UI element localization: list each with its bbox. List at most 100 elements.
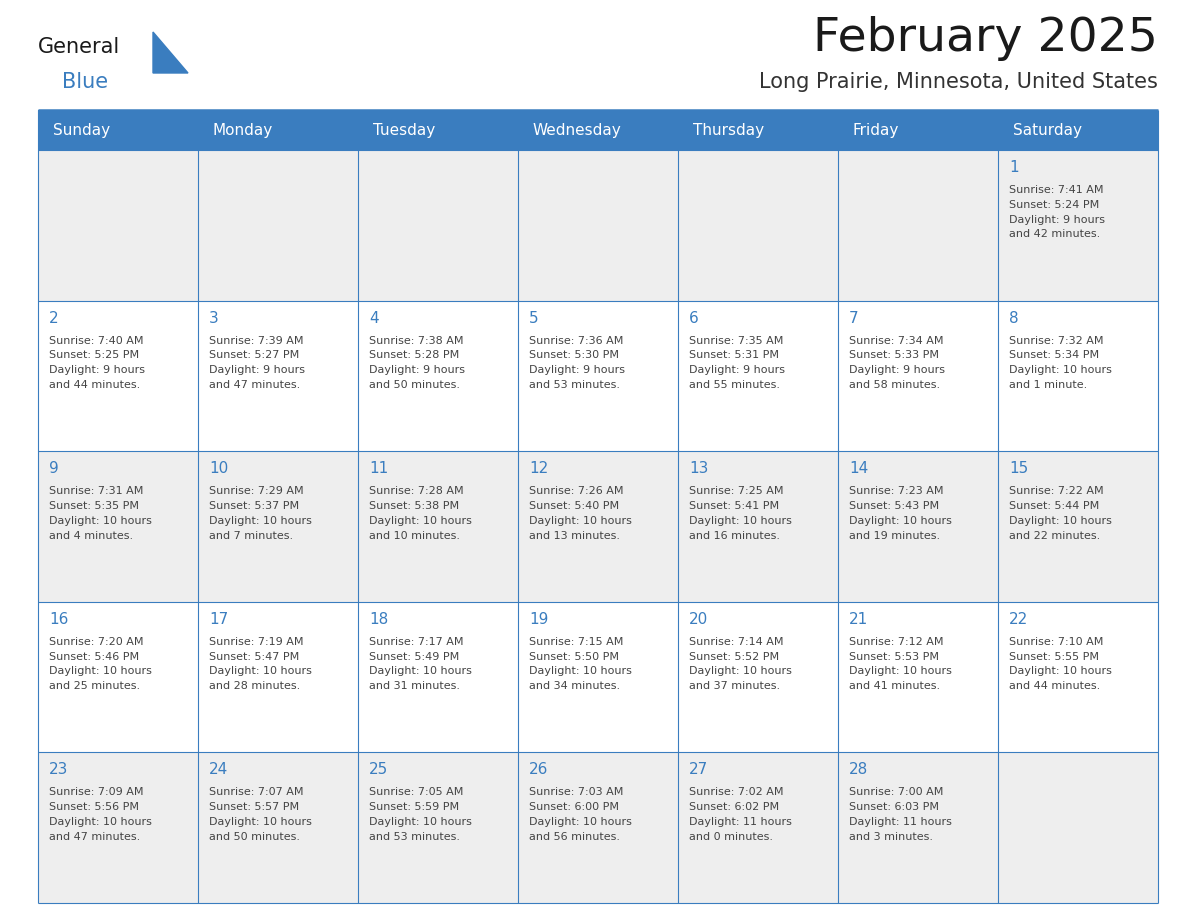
- Bar: [198, 110, 358, 150]
- Text: Saturday: Saturday: [1013, 122, 1082, 138]
- Text: Sunset: 5:24 PM: Sunset: 5:24 PM: [1009, 200, 1099, 210]
- Text: Daylight: 10 hours: Daylight: 10 hours: [49, 817, 152, 827]
- Bar: [838, 150, 998, 300]
- Text: Sunrise: 7:40 AM: Sunrise: 7:40 AM: [49, 336, 144, 345]
- Text: Daylight: 10 hours: Daylight: 10 hours: [369, 516, 472, 526]
- Bar: [198, 150, 358, 300]
- Text: Sunset: 5:40 PM: Sunset: 5:40 PM: [529, 501, 619, 511]
- Text: Sunset: 5:59 PM: Sunset: 5:59 PM: [369, 802, 459, 812]
- Text: and 31 minutes.: and 31 minutes.: [369, 681, 460, 691]
- Text: 12: 12: [529, 461, 548, 476]
- Text: Sunrise: 7:14 AM: Sunrise: 7:14 AM: [689, 637, 784, 647]
- Text: Sunrise: 7:41 AM: Sunrise: 7:41 AM: [1009, 185, 1104, 195]
- Text: Daylight: 10 hours: Daylight: 10 hours: [1009, 516, 1112, 526]
- Text: Daylight: 9 hours: Daylight: 9 hours: [689, 365, 785, 375]
- Bar: [518, 110, 678, 150]
- Text: Sunrise: 7:25 AM: Sunrise: 7:25 AM: [689, 487, 784, 497]
- Text: Sunset: 6:03 PM: Sunset: 6:03 PM: [849, 802, 939, 812]
- Text: 2: 2: [49, 310, 58, 326]
- Bar: [358, 300, 518, 452]
- Text: 26: 26: [529, 763, 549, 778]
- Text: 3: 3: [209, 310, 219, 326]
- Text: 13: 13: [689, 461, 708, 476]
- Text: Daylight: 10 hours: Daylight: 10 hours: [209, 817, 312, 827]
- Bar: [358, 452, 518, 602]
- Text: Sunrise: 7:20 AM: Sunrise: 7:20 AM: [49, 637, 144, 647]
- Text: 4: 4: [369, 310, 379, 326]
- Text: 1: 1: [1009, 160, 1018, 175]
- Text: Wednesday: Wednesday: [533, 122, 621, 138]
- Text: 5: 5: [529, 310, 538, 326]
- Text: Sunset: 5:52 PM: Sunset: 5:52 PM: [689, 652, 779, 662]
- Text: 9: 9: [49, 461, 58, 476]
- Text: Sunset: 5:50 PM: Sunset: 5:50 PM: [529, 652, 619, 662]
- Text: Daylight: 10 hours: Daylight: 10 hours: [529, 666, 632, 677]
- Text: Daylight: 10 hours: Daylight: 10 hours: [849, 666, 952, 677]
- Text: Sunrise: 7:15 AM: Sunrise: 7:15 AM: [529, 637, 624, 647]
- Bar: [998, 602, 1158, 753]
- Text: 24: 24: [209, 763, 228, 778]
- Text: Daylight: 10 hours: Daylight: 10 hours: [1009, 666, 1112, 677]
- Polygon shape: [153, 32, 188, 73]
- Text: Sunrise: 7:39 AM: Sunrise: 7:39 AM: [209, 336, 303, 345]
- Bar: [38, 150, 198, 300]
- Text: Sunrise: 7:09 AM: Sunrise: 7:09 AM: [49, 788, 144, 798]
- Bar: [38, 452, 198, 602]
- Text: and 4 minutes.: and 4 minutes.: [49, 531, 133, 541]
- Text: and 50 minutes.: and 50 minutes.: [209, 832, 301, 842]
- Text: Sunset: 5:38 PM: Sunset: 5:38 PM: [369, 501, 459, 511]
- Text: 6: 6: [689, 310, 699, 326]
- Bar: [678, 452, 838, 602]
- Text: Daylight: 10 hours: Daylight: 10 hours: [369, 666, 472, 677]
- Bar: [38, 602, 198, 753]
- Text: Sunrise: 7:38 AM: Sunrise: 7:38 AM: [369, 336, 463, 345]
- Text: Daylight: 9 hours: Daylight: 9 hours: [849, 365, 944, 375]
- Bar: [198, 602, 358, 753]
- Bar: [678, 300, 838, 452]
- Bar: [38, 300, 198, 452]
- Bar: [358, 602, 518, 753]
- Text: 8: 8: [1009, 310, 1018, 326]
- Text: Daylight: 10 hours: Daylight: 10 hours: [369, 817, 472, 827]
- Text: and 53 minutes.: and 53 minutes.: [529, 380, 620, 390]
- Text: and 10 minutes.: and 10 minutes.: [369, 531, 460, 541]
- Text: and 53 minutes.: and 53 minutes.: [369, 832, 460, 842]
- Text: and 56 minutes.: and 56 minutes.: [529, 832, 620, 842]
- Bar: [838, 753, 998, 903]
- Text: 25: 25: [369, 763, 388, 778]
- Bar: [518, 753, 678, 903]
- Text: Sunrise: 7:34 AM: Sunrise: 7:34 AM: [849, 336, 943, 345]
- Bar: [678, 110, 838, 150]
- Text: and 34 minutes.: and 34 minutes.: [529, 681, 620, 691]
- Text: Thursday: Thursday: [693, 122, 764, 138]
- Text: Daylight: 9 hours: Daylight: 9 hours: [369, 365, 465, 375]
- Text: and 0 minutes.: and 0 minutes.: [689, 832, 773, 842]
- Text: Friday: Friday: [853, 122, 899, 138]
- Bar: [38, 753, 198, 903]
- Text: Sunrise: 7:32 AM: Sunrise: 7:32 AM: [1009, 336, 1104, 345]
- Text: Daylight: 10 hours: Daylight: 10 hours: [1009, 365, 1112, 375]
- Bar: [518, 300, 678, 452]
- Text: Daylight: 10 hours: Daylight: 10 hours: [849, 516, 952, 526]
- Text: Sunset: 6:00 PM: Sunset: 6:00 PM: [529, 802, 619, 812]
- Text: Daylight: 10 hours: Daylight: 10 hours: [529, 516, 632, 526]
- Text: Sunset: 5:31 PM: Sunset: 5:31 PM: [689, 351, 779, 361]
- Text: Blue: Blue: [62, 72, 108, 92]
- Bar: [678, 602, 838, 753]
- Text: General: General: [38, 37, 120, 57]
- Text: and 55 minutes.: and 55 minutes.: [689, 380, 781, 390]
- Text: Daylight: 11 hours: Daylight: 11 hours: [689, 817, 792, 827]
- Text: Sunrise: 7:00 AM: Sunrise: 7:00 AM: [849, 788, 943, 798]
- Text: Sunrise: 7:22 AM: Sunrise: 7:22 AM: [1009, 487, 1104, 497]
- Bar: [998, 110, 1158, 150]
- Text: Sunset: 5:55 PM: Sunset: 5:55 PM: [1009, 652, 1099, 662]
- Bar: [198, 300, 358, 452]
- Text: Sunset: 5:57 PM: Sunset: 5:57 PM: [209, 802, 299, 812]
- Text: 28: 28: [849, 763, 868, 778]
- Bar: [678, 150, 838, 300]
- Text: Sunset: 5:53 PM: Sunset: 5:53 PM: [849, 652, 939, 662]
- Text: Tuesday: Tuesday: [373, 122, 435, 138]
- Text: and 7 minutes.: and 7 minutes.: [209, 531, 293, 541]
- Bar: [518, 452, 678, 602]
- Text: Sunrise: 7:05 AM: Sunrise: 7:05 AM: [369, 788, 463, 798]
